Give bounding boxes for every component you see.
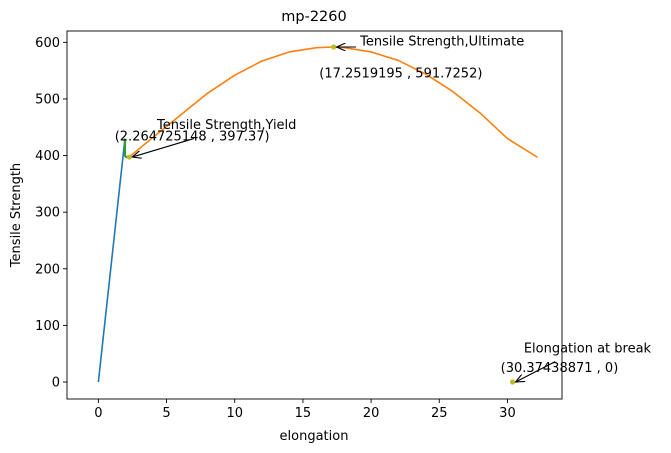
y-axis-label: Tensile Strength <box>9 163 24 268</box>
y-tick-label: 300 <box>35 206 60 221</box>
y-tick-label: 100 <box>35 319 60 334</box>
x-tick-label: 5 <box>162 406 170 421</box>
annotation-label-2: Tensile Strength,Ultimate <box>359 35 524 50</box>
annotation-coords-1: (2.264725148 , 397.37) <box>115 129 270 144</box>
annotation-layer: Tensile Strength,Yield(2.264725148 , 397… <box>115 35 652 382</box>
y-axis: 0 100 200 300 400 500 600 <box>35 36 67 391</box>
plot-area <box>67 31 562 399</box>
annotation-coords-3: (30.37438871 , 0) <box>501 361 619 376</box>
marker-point-1 <box>126 154 132 160</box>
series-line-elastic <box>97 138 126 383</box>
x-tick-label: 0 <box>94 406 102 421</box>
y-tick-label: 400 <box>35 149 60 164</box>
annotation-coords-2: (17.2519195 , 591.7252) <box>319 66 482 81</box>
y-tick-label: 200 <box>35 262 60 277</box>
marker-point-3 <box>509 379 516 385</box>
annotation-label-1: Tensile Strength,Yield <box>156 118 296 133</box>
x-tick-label: 30 <box>499 406 516 421</box>
x-tick-label: 20 <box>363 406 380 421</box>
y-tick-label: 600 <box>35 36 60 51</box>
x-tick-label: 10 <box>226 406 243 421</box>
x-axis: 0 5 10 15 20 25 30 <box>94 399 516 421</box>
y-tick-label: 500 <box>35 92 60 107</box>
annotation-label-3: Elongation at break <box>524 342 652 357</box>
marker-point-2 <box>331 44 337 50</box>
annotation-arrow-3 <box>516 361 556 382</box>
x-tick-label: 15 <box>295 406 312 421</box>
chart-title: mp-2260 <box>281 9 346 25</box>
plot-frame <box>66 30 563 400</box>
points-layer <box>126 44 516 385</box>
y-tick-label: 0 <box>52 376 60 391</box>
x-axis-label: elongation <box>280 429 349 444</box>
annotation-arrow-1 <box>132 138 194 157</box>
x-tick-label: 25 <box>431 406 448 421</box>
